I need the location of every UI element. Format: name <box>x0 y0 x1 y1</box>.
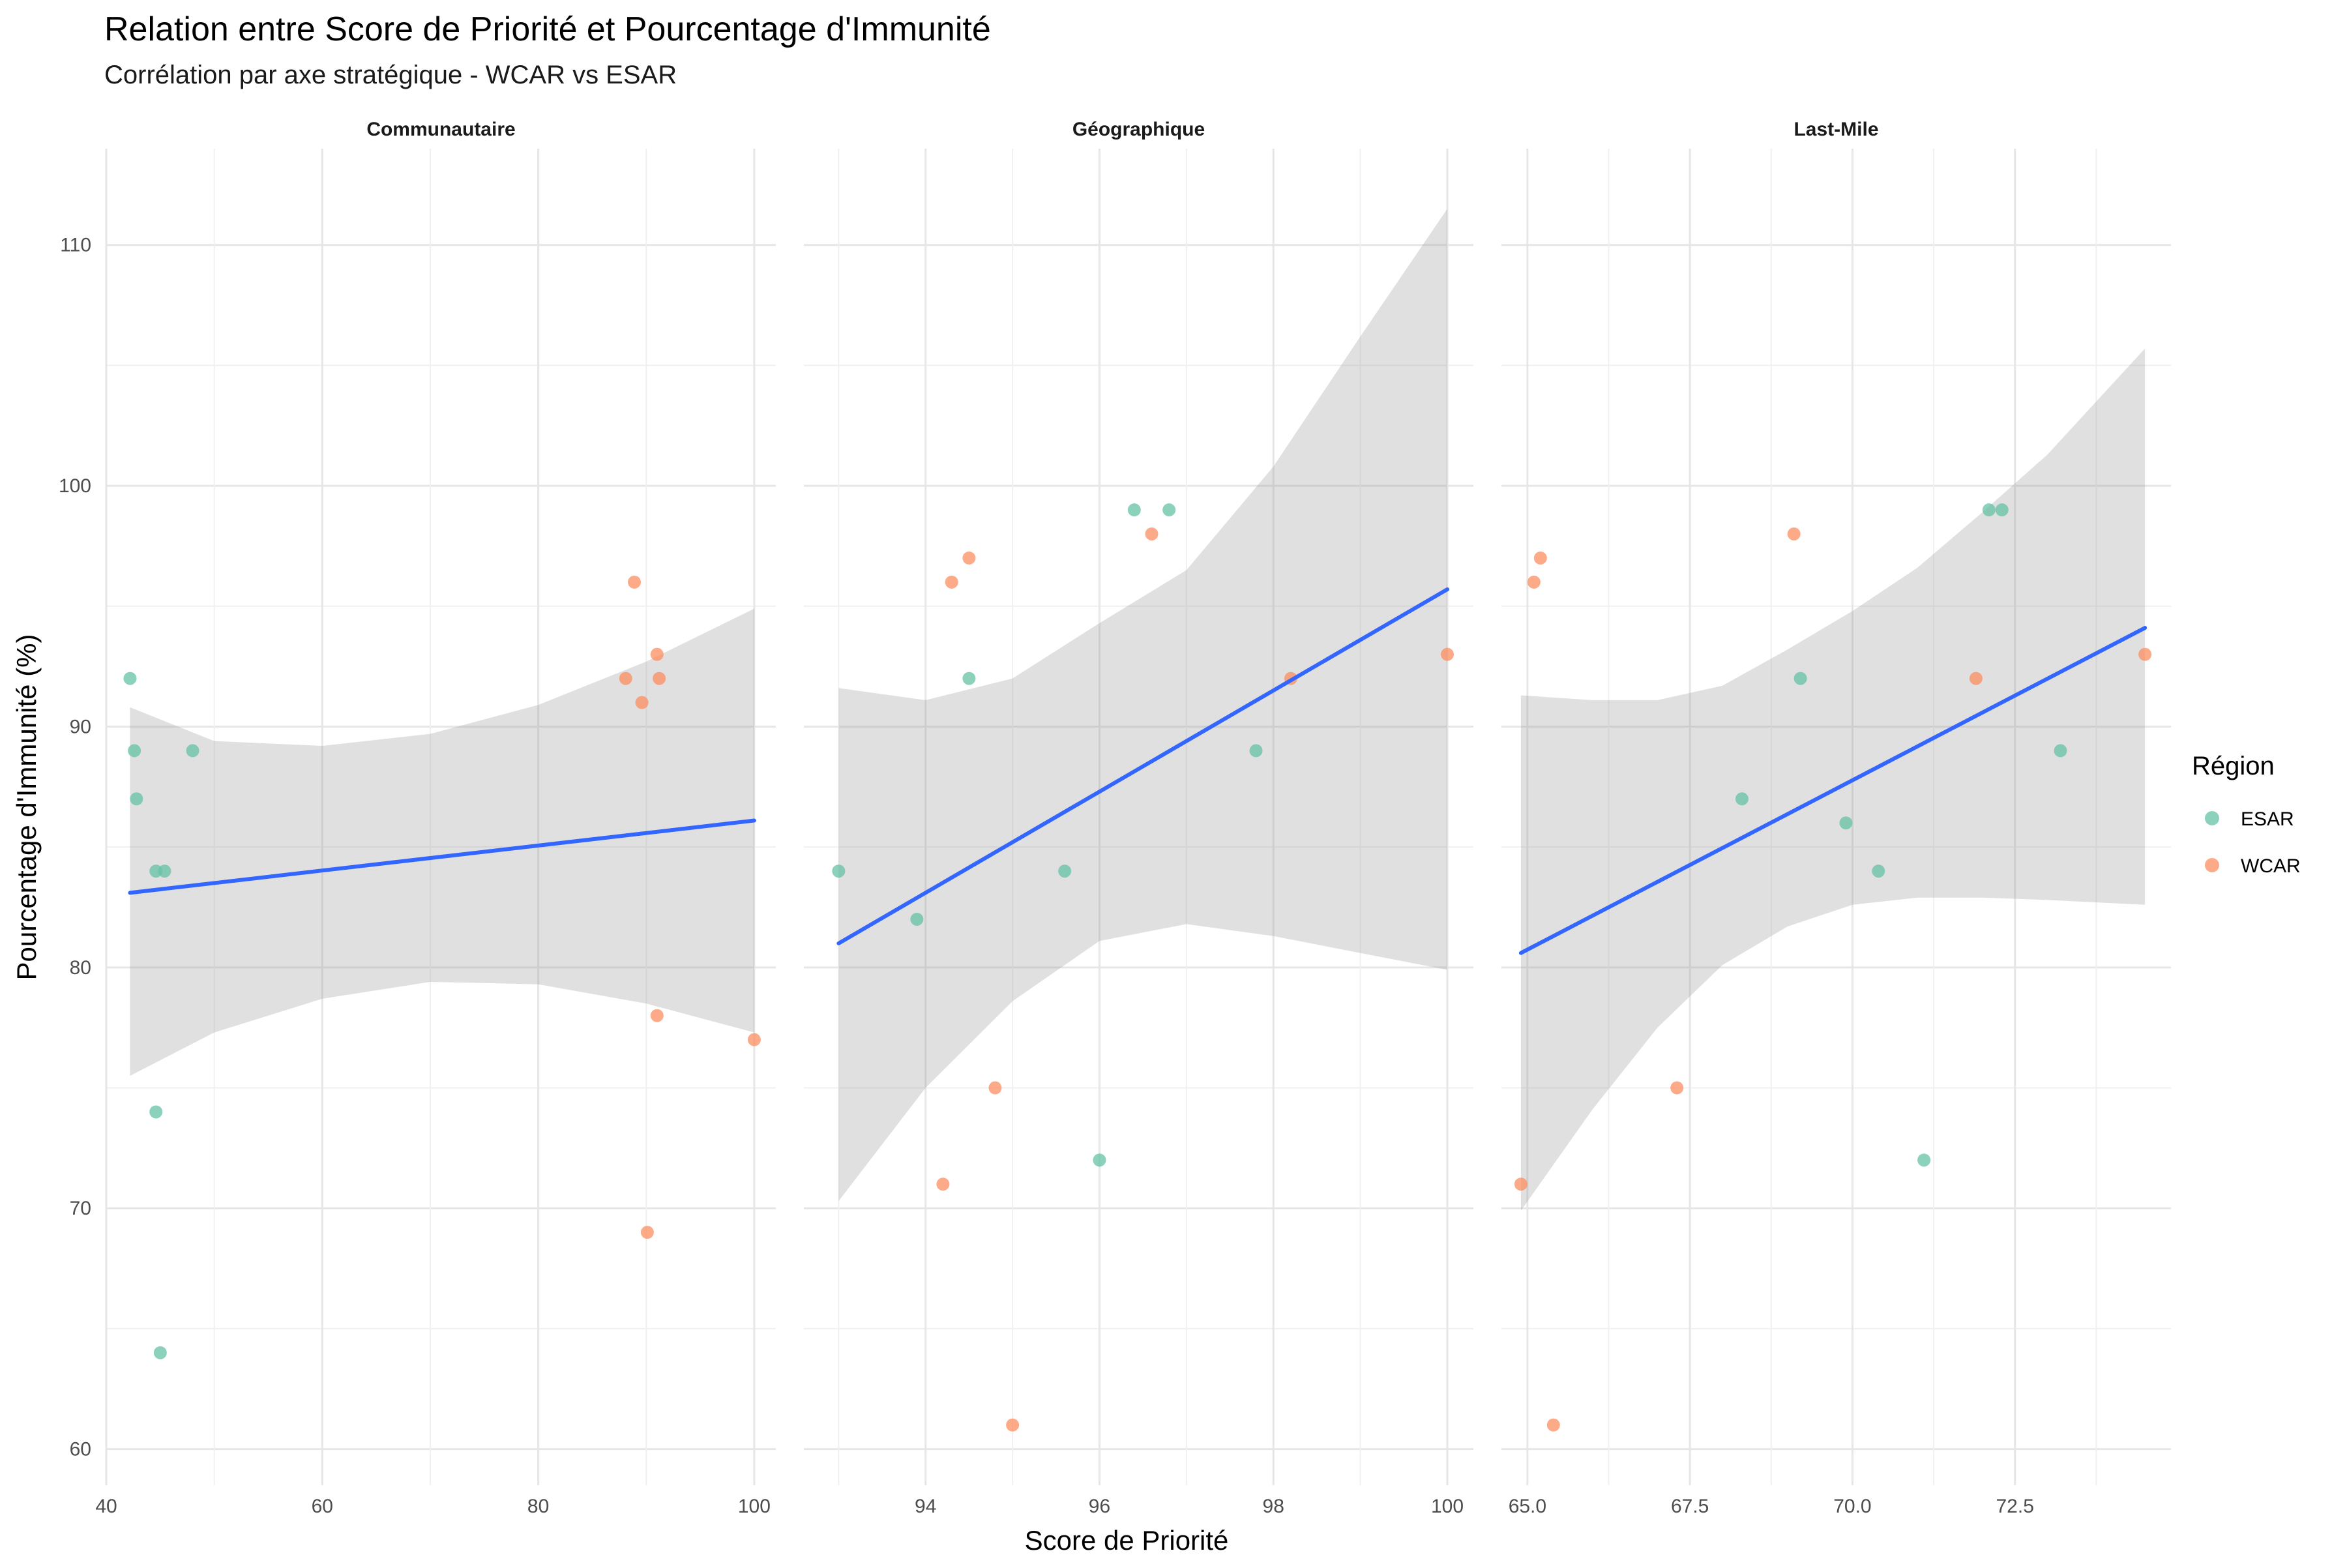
data-point-esar <box>832 865 846 878</box>
data-point-wcar <box>1006 1418 1020 1432</box>
y-axis: 60 70 80 90 100 110 <box>59 235 91 1460</box>
data-point-wcar <box>635 696 649 709</box>
data-point-esar <box>123 672 137 685</box>
trend-line <box>1518 626 2148 955</box>
x-tick-label: 65.0 <box>1509 1496 1546 1517</box>
data-point-wcar <box>1145 527 1159 540</box>
data-point-wcar <box>640 1226 654 1239</box>
panel-strip-label: Géographique <box>1072 119 1205 140</box>
x-tick-label: 70.0 <box>1833 1496 1871 1517</box>
data-point-wcar <box>1670 1081 1684 1095</box>
data-point-esar <box>130 792 143 806</box>
x-tick-label: 100 <box>1431 1496 1464 1517</box>
legend: Région ESAR WCAR <box>2192 752 2301 877</box>
panels-layer: 40 60 80 100 Communautaire 94 96 98 100 Géographi… <box>95 119 2171 1517</box>
data-point-esar <box>1162 503 1176 517</box>
data-point-esar <box>1982 503 1996 517</box>
data-point-esar <box>1872 865 1885 878</box>
panel-strip-label: Communautaire <box>366 119 515 140</box>
data-point-wcar <box>962 551 976 565</box>
data-point-esar <box>962 672 976 685</box>
confidence-band <box>1520 348 2146 1211</box>
legend-key-wcar <box>2205 858 2219 872</box>
data-point-wcar <box>1440 647 1454 661</box>
data-point-wcar <box>653 672 666 685</box>
data-point-esar <box>153 1346 167 1359</box>
data-point-wcar <box>650 1009 664 1022</box>
x-tick-label: 40 <box>95 1496 117 1517</box>
y-tick-label: 100 <box>59 475 91 497</box>
panel-communautaire: 40 60 80 100 Communautaire <box>95 119 776 1517</box>
data-point-esar <box>1058 865 1072 878</box>
data-point-wcar <box>936 1177 950 1191</box>
data-point-wcar <box>988 1081 1002 1095</box>
y-axis-title: Pourcentage d'Immunité (%) <box>11 634 42 981</box>
trend-line <box>836 587 1449 945</box>
y-tick-label: 70 <box>70 1198 91 1219</box>
x-tick-label: 67.5 <box>1671 1496 1709 1517</box>
panel-strip-label: Last-Mile <box>1793 119 1878 140</box>
data-point-esar <box>1917 1153 1931 1167</box>
chart-title: Relation entre Score de Priorité et Pour… <box>104 10 991 48</box>
data-point-wcar <box>747 1033 761 1046</box>
data-point-esar <box>1793 672 1807 685</box>
panel-g-ographique: 94 96 98 100 Géographique <box>804 119 1473 1517</box>
data-point-wcar <box>1533 551 1547 565</box>
data-point-esar <box>910 912 924 926</box>
data-point-esar <box>128 744 141 758</box>
y-tick-label: 60 <box>70 1439 91 1460</box>
data-point-wcar <box>945 575 958 589</box>
data-point-esar <box>158 865 171 878</box>
x-axis-title: Score de Priorité <box>1025 1525 1229 1556</box>
data-point-wcar <box>2138 647 2152 661</box>
y-tick-label: 90 <box>70 716 91 737</box>
data-point-wcar <box>1969 672 1983 685</box>
legend-label-wcar: WCAR <box>2241 855 2301 877</box>
x-tick-label: 72.5 <box>1996 1496 2034 1517</box>
data-point-esar <box>1995 503 2009 517</box>
x-tick-label: 98 <box>1263 1496 1284 1517</box>
x-tick-label: 60 <box>312 1496 333 1517</box>
data-point-wcar <box>1787 527 1801 540</box>
data-point-esar <box>1839 816 1853 830</box>
data-point-esar <box>1249 744 1263 758</box>
legend-key-esar <box>2205 811 2219 825</box>
confidence-band <box>838 209 1447 1202</box>
data-point-esar <box>1735 792 1749 806</box>
data-point-wcar <box>1514 1177 1528 1191</box>
data-point-wcar <box>1527 575 1541 589</box>
x-tick-label: 96 <box>1089 1496 1110 1517</box>
legend-title: Région <box>2192 752 2275 780</box>
x-tick-label: 94 <box>915 1496 936 1517</box>
legend-label-esar: ESAR <box>2241 808 2294 830</box>
data-point-wcar <box>619 672 632 685</box>
data-point-esar <box>1093 1153 1106 1167</box>
y-tick-label: 110 <box>60 235 91 256</box>
data-point-wcar <box>628 575 642 589</box>
panel-last-mile: 65.0 67.5 70.0 72.5 Last-Mile <box>1501 119 2171 1517</box>
confidence-band <box>130 608 754 1076</box>
trend-line <box>128 818 756 895</box>
y-tick-label: 80 <box>70 957 91 979</box>
data-point-wcar <box>1546 1418 1560 1432</box>
data-point-wcar <box>650 647 664 661</box>
x-tick-label: 100 <box>738 1496 771 1517</box>
x-tick-label: 80 <box>527 1496 549 1517</box>
data-point-esar <box>149 1105 163 1119</box>
data-point-esar <box>186 744 199 758</box>
chart-subtitle: Corrélation par axe stratégique - WCAR v… <box>104 61 677 89</box>
data-point-esar <box>1127 503 1141 517</box>
data-point-esar <box>2054 744 2067 758</box>
